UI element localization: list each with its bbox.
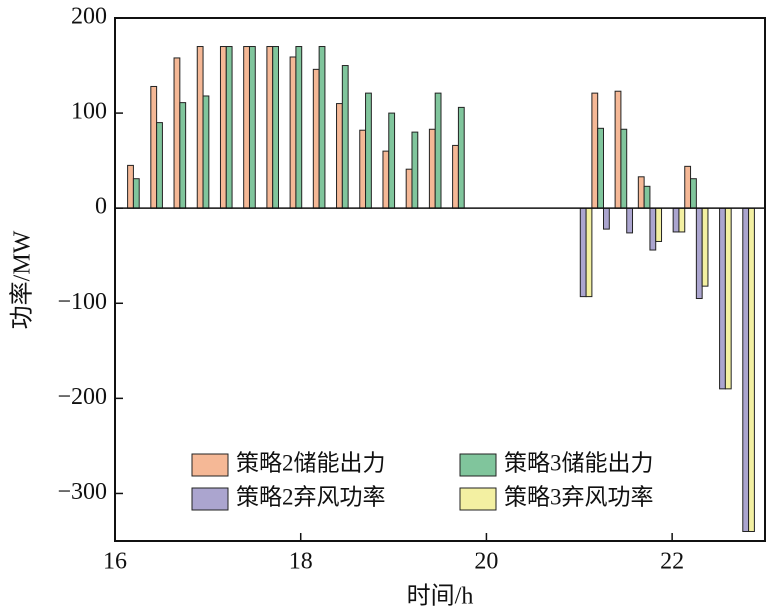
- y-tick-label: 0: [95, 194, 107, 220]
- bar: [289, 56, 297, 209]
- legend-swatch: [191, 453, 229, 477]
- bar: [405, 168, 413, 209]
- bar: [695, 207, 703, 300]
- bar: [202, 95, 210, 209]
- legend-label: 策略3弃风功率: [504, 484, 654, 509]
- bar: [724, 207, 732, 390]
- bar: [579, 207, 587, 298]
- y-axis-label: 功率/MW: [9, 230, 36, 329]
- bar: [690, 178, 697, 209]
- plot-frame: [114, 17, 766, 542]
- bar: [382, 150, 390, 209]
- y-tick-label: 200: [71, 4, 107, 30]
- x-tick-label: 18: [289, 549, 313, 575]
- y-tick-label: −300: [57, 479, 107, 505]
- bar: [678, 207, 686, 233]
- bar: [150, 85, 158, 209]
- legend-label: 策略2储能出力: [236, 450, 386, 475]
- bar: [626, 207, 634, 234]
- bar: [318, 46, 326, 209]
- bar: [312, 68, 320, 209]
- x-tick-label: 22: [660, 549, 684, 575]
- bar: [434, 92, 442, 209]
- bar: [597, 127, 604, 209]
- bar: [614, 90, 622, 209]
- y-tick-label: −100: [57, 289, 107, 315]
- bar: [365, 92, 372, 209]
- bar: [649, 207, 657, 251]
- bar: [637, 176, 645, 209]
- x-tick-label: 20: [474, 549, 498, 575]
- bar: [388, 112, 396, 209]
- bar: [452, 144, 459, 209]
- y-tick-label: 100: [71, 99, 107, 125]
- bar: [655, 207, 663, 242]
- legend-swatch: [459, 453, 497, 477]
- bar: [457, 106, 465, 209]
- bar: [156, 122, 163, 209]
- x-tick-label: 16: [103, 549, 127, 575]
- legend-label: 策略2弃风功率: [236, 484, 386, 509]
- bar: [585, 207, 593, 298]
- bar: [748, 207, 755, 532]
- bar: [719, 207, 726, 390]
- bar: [341, 65, 349, 209]
- bar: [248, 46, 256, 209]
- bar: [591, 92, 599, 209]
- y-tick-label: −200: [57, 384, 107, 410]
- legend-swatch: [459, 487, 497, 511]
- bar: [411, 131, 419, 209]
- legend-swatch: [191, 487, 229, 511]
- bar: [272, 46, 280, 209]
- bar: [266, 46, 274, 209]
- x-axis-label: 时间/h: [407, 583, 474, 610]
- bar: [243, 46, 250, 209]
- bar: [359, 129, 367, 209]
- bar: [428, 128, 436, 209]
- bar: [219, 46, 227, 209]
- bar: [295, 46, 303, 209]
- bar: [132, 178, 140, 209]
- bar: [225, 46, 233, 209]
- bar: [643, 185, 651, 209]
- bar: [620, 128, 628, 209]
- bar: [336, 103, 343, 209]
- bar: [742, 207, 750, 532]
- bar: [179, 102, 187, 209]
- bar: [672, 207, 680, 233]
- bar: [684, 165, 692, 209]
- bar: [701, 207, 709, 287]
- bar: [196, 46, 204, 209]
- bar: [173, 57, 181, 209]
- legend-label: 策略3储能出力: [504, 450, 654, 475]
- bar: [127, 164, 134, 209]
- bar: [603, 207, 610, 230]
